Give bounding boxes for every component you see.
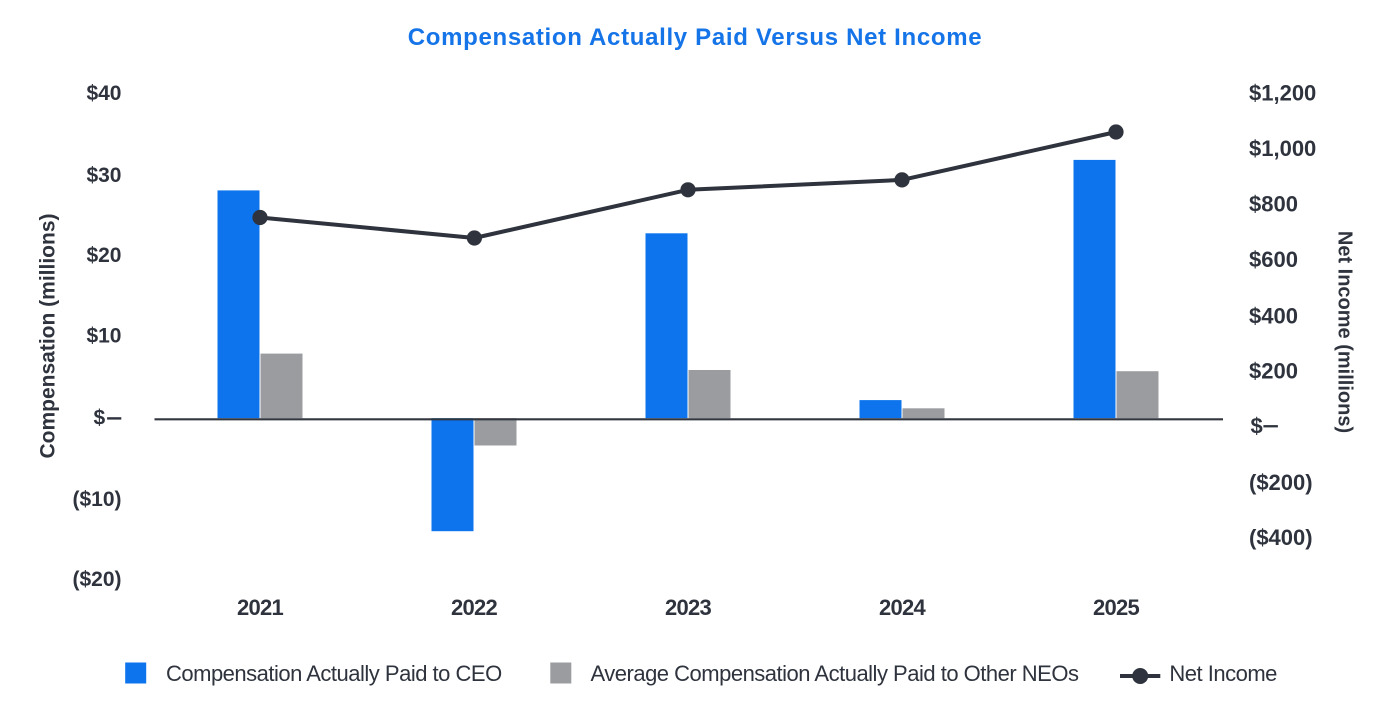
svg-text:2022: 2022 (451, 595, 497, 620)
svg-text:Net Income: Net Income (1169, 661, 1277, 686)
svg-text:$1,200: $1,200 (1249, 81, 1316, 106)
svg-text:Average Compensation Actually: Average Compensation Actually Paid to Ot… (591, 661, 1079, 686)
svg-text:$: $ (1251, 414, 1263, 439)
svg-text:$600: $600 (1249, 247, 1298, 272)
svg-text:($10): ($10) (72, 488, 121, 511)
svg-text:Compensation (millions): Compensation (millions) (37, 213, 60, 458)
svg-text:($400): ($400) (1249, 525, 1313, 550)
svg-text:$40: $40 (86, 82, 121, 105)
svg-text:$20: $20 (86, 244, 121, 267)
svg-text:Compensation Actually Paid Ver: Compensation Actually Paid Versus Net In… (408, 24, 983, 51)
svg-text:$30: $30 (86, 164, 121, 187)
svg-text:$200: $200 (1249, 359, 1298, 384)
svg-text:$10: $10 (86, 325, 121, 348)
svg-text:$: $ (94, 407, 106, 430)
svg-text:Compensation Actually Paid to: Compensation Actually Paid to CEO (166, 661, 502, 686)
svg-text:($20): ($20) (72, 568, 121, 591)
svg-text:($200): ($200) (1249, 470, 1313, 495)
svg-text:2023: 2023 (665, 595, 711, 620)
svg-text:$800: $800 (1249, 192, 1298, 217)
svg-text:Net Income (millions): Net Income (millions) (1334, 231, 1356, 433)
svg-text:2021: 2021 (237, 595, 283, 620)
svg-text:$1,000: $1,000 (1249, 136, 1316, 161)
svg-text:2024: 2024 (879, 595, 926, 620)
svg-text:$400: $400 (1249, 304, 1298, 329)
svg-text:2025: 2025 (1093, 595, 1139, 620)
